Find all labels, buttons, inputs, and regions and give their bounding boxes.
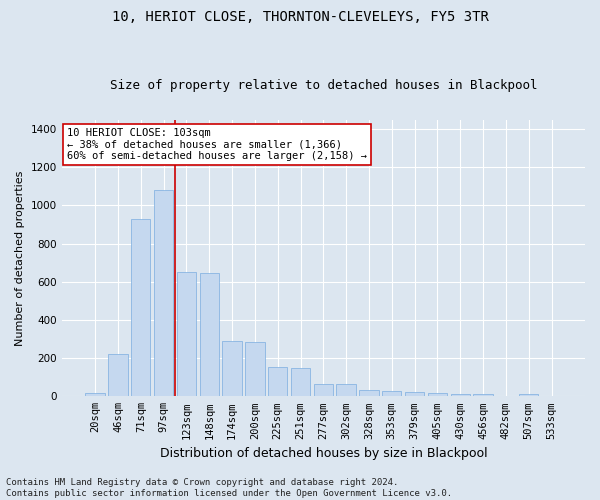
Bar [268, 366, 287, 396]
X-axis label: Distribution of detached houses by size in Blackpool: Distribution of detached houses by size … [160, 447, 487, 460]
Bar [519, 394, 538, 396]
Title: Size of property relative to detached houses in Blackpool: Size of property relative to detached ho… [110, 79, 537, 92]
Bar [382, 391, 401, 396]
Bar [314, 384, 333, 396]
Bar [108, 354, 128, 397]
Bar [473, 394, 493, 396]
Bar [451, 394, 470, 396]
Y-axis label: Number of detached properties: Number of detached properties [15, 170, 25, 346]
Bar [154, 190, 173, 396]
Bar [85, 394, 105, 396]
Text: 10, HERIOT CLOSE, THORNTON-CLEVELEYS, FY5 3TR: 10, HERIOT CLOSE, THORNTON-CLEVELEYS, FY… [112, 10, 488, 24]
Bar [337, 384, 356, 396]
Bar [200, 273, 219, 396]
Bar [359, 390, 379, 396]
Bar [428, 393, 447, 396]
Bar [291, 368, 310, 396]
Bar [405, 392, 424, 396]
Text: Contains HM Land Registry data © Crown copyright and database right 2024.
Contai: Contains HM Land Registry data © Crown c… [6, 478, 452, 498]
Bar [177, 272, 196, 396]
Bar [245, 342, 265, 396]
Text: 10 HERIOT CLOSE: 103sqm
← 38% of detached houses are smaller (1,366)
60% of semi: 10 HERIOT CLOSE: 103sqm ← 38% of detache… [67, 128, 367, 161]
Bar [223, 341, 242, 396]
Bar [131, 219, 151, 396]
